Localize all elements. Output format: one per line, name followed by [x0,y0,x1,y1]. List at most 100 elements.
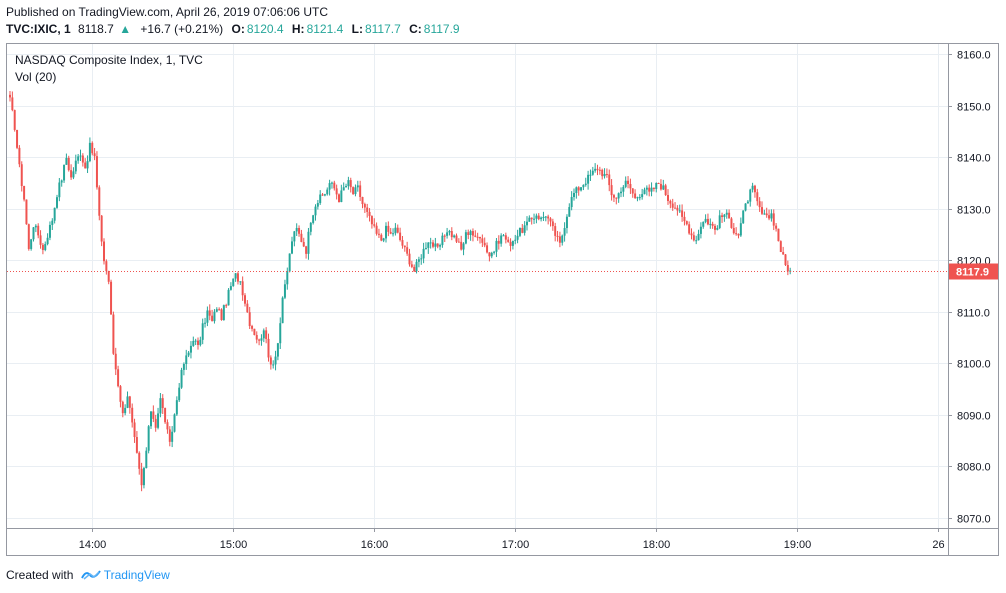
candle-body [319,194,322,204]
x-tick-label: 16:00 [361,539,389,551]
candle-body [298,227,301,234]
candle-body [352,187,355,195]
candle-body [469,231,472,235]
candle-body [377,233,380,235]
candle-body [688,224,691,234]
candle-body [516,235,519,240]
candle-body [716,227,719,230]
candle-body [260,338,263,341]
low-label: L: [351,22,363,36]
candle-body [328,183,331,190]
candle-body [349,180,352,188]
candle-body [462,243,465,250]
candle-body [645,187,648,190]
candle-body [779,241,782,253]
candle-body [403,245,406,248]
candle-body [528,217,531,222]
candle-body [340,190,343,203]
candle-body [135,437,138,453]
candle-body [234,273,237,279]
y-tick-label: 8150.0 [957,102,991,114]
candle-body [429,242,432,244]
candle-body [333,182,336,189]
candle-body [737,233,740,236]
candle-body [220,309,223,321]
candle-body [84,162,87,169]
candle-body [436,243,439,247]
candle-body [140,468,143,486]
candle-body [549,218,552,222]
price-axis[interactable]: 8070.08080.08090.08100.08110.08120.08130… [948,50,991,526]
candle-body [338,194,340,203]
candle-body [488,252,491,257]
candle-body [274,356,277,365]
tradingview-logo-icon [80,568,101,583]
candle-body [401,240,404,246]
candle-body [187,352,190,356]
candle-body [236,273,239,282]
low-value: 8117.7 [364,22,401,36]
candle-body [103,241,105,262]
candle-body [265,330,268,339]
candle-body [305,246,308,254]
time-axis[interactable]: 14:00 15:00 16:00 17:00 18:00 19:00 26 [79,528,945,551]
candle-body [537,215,540,220]
y-tick-label: 8110.0 [957,308,990,320]
candle-body [495,240,498,252]
candle-body [392,233,395,235]
candle-body [295,227,298,232]
candle-body [758,201,761,208]
candle-body [612,195,615,198]
candle-body [88,142,91,162]
candle-body [199,339,202,345]
candle-body [605,173,608,175]
candles-group [9,90,792,492]
candle-body [262,330,265,339]
candle-body [173,414,176,432]
candle-body [739,223,742,236]
candle-body [420,258,423,260]
candle-body [159,398,162,414]
created-with-label: Created with [6,568,74,582]
candle-body [161,398,164,409]
candle-body [540,217,543,220]
candle-body [39,235,42,245]
last-price-tag-label: 8117.9 [956,267,989,279]
candle-body [500,235,503,244]
candle-body [168,429,171,442]
candle-body [455,235,458,242]
candle-body [624,180,627,187]
last-price: 8118.7 [78,22,114,36]
candle-body [674,207,677,209]
candle-body [166,422,169,430]
tradingview-link[interactable]: TradingView [103,568,170,582]
candle-body [591,170,594,175]
legend-title: NASDAQ Composite Index, 1, TVC [15,53,203,67]
candle-body [321,194,324,196]
candle-body [601,169,604,177]
candle-body [589,174,592,176]
y-tick-label: 8080.0 [957,462,991,474]
candle-body [650,187,653,192]
candle-body [399,232,402,241]
symbol-label[interactable]: TVC:IXIC, 1 [6,22,71,36]
candle-body [128,396,131,408]
candle-body [681,210,684,217]
candle-body [511,240,514,246]
y-tick-label: 8160.0 [957,50,991,62]
candle-body [697,233,700,241]
candle-body [683,216,686,222]
candle-body [486,245,489,253]
candle-body [286,271,289,285]
candle-body [63,164,66,181]
candle-body [772,213,775,226]
candle-body [375,225,378,234]
candle-body [457,241,460,243]
candle-body [37,225,40,236]
candle-body [443,235,446,237]
candle-body [563,228,566,236]
candle-body [267,338,270,358]
candle-body [385,225,387,239]
y-tick-label: 8090.0 [957,411,991,423]
